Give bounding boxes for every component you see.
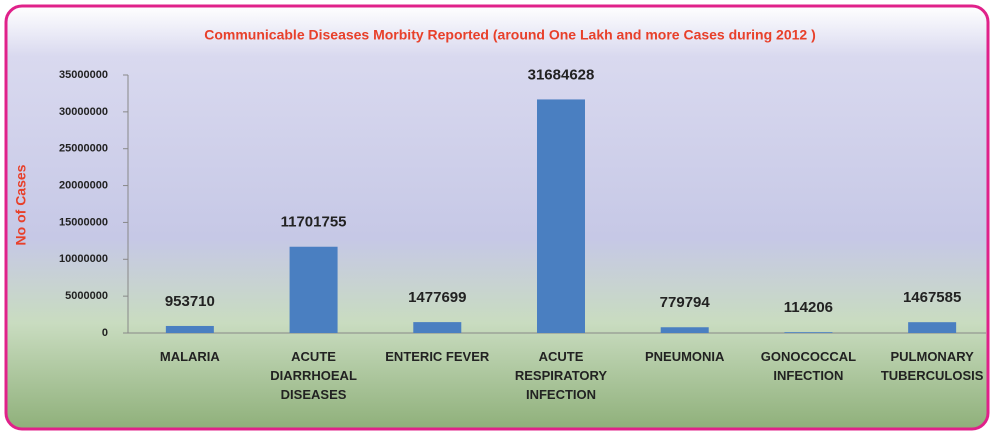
data-label: 779794 — [660, 294, 711, 311]
data-label: 1477699 — [408, 289, 466, 306]
y-axis-label: No of Cases — [13, 164, 29, 245]
data-label: 114206 — [784, 299, 833, 316]
y-tick-label: 15000000 — [59, 216, 108, 228]
x-tick-label: ENTERIC FEVER — [385, 349, 490, 364]
data-label: 31684628 — [528, 66, 595, 83]
chart-frame — [4, 4, 990, 431]
bar — [908, 322, 957, 333]
x-tick-label: GONOCOCCAL INFECTION — [760, 349, 857, 383]
y-tick-label: 30000000 — [59, 106, 108, 118]
y-tick-label: 5000000 — [65, 290, 108, 302]
data-label: 1467585 — [903, 289, 961, 306]
bar — [413, 322, 462, 333]
x-tick-label: PULMONARY TUBERCULOSIS — [880, 349, 984, 383]
y-tick-label: 10000000 — [59, 253, 108, 265]
y-tick-label: 20000000 — [59, 179, 108, 191]
x-tick-label: MALARIA — [159, 349, 220, 364]
data-label: 953710 — [165, 293, 215, 310]
y-tick-label: 35000000 — [59, 69, 108, 81]
y-tick-label: 0 — [102, 327, 108, 339]
chart-title: Communicable Diseases Morbity Reported (… — [204, 27, 815, 43]
bar — [165, 325, 214, 333]
bar — [537, 99, 585, 333]
x-tick-label: PNEUMONIA — [644, 349, 725, 364]
x-tick-label: ACUTE DIARRHOEAL DISEASES — [270, 349, 357, 402]
y-tick-label: 25000000 — [59, 143, 108, 155]
data-label: 11701755 — [281, 214, 347, 231]
bar — [289, 246, 338, 333]
bar — [660, 327, 709, 333]
bar — [784, 332, 833, 333]
x-tick-label: ACUTE RESPIRATORY INFECTION — [514, 349, 608, 402]
